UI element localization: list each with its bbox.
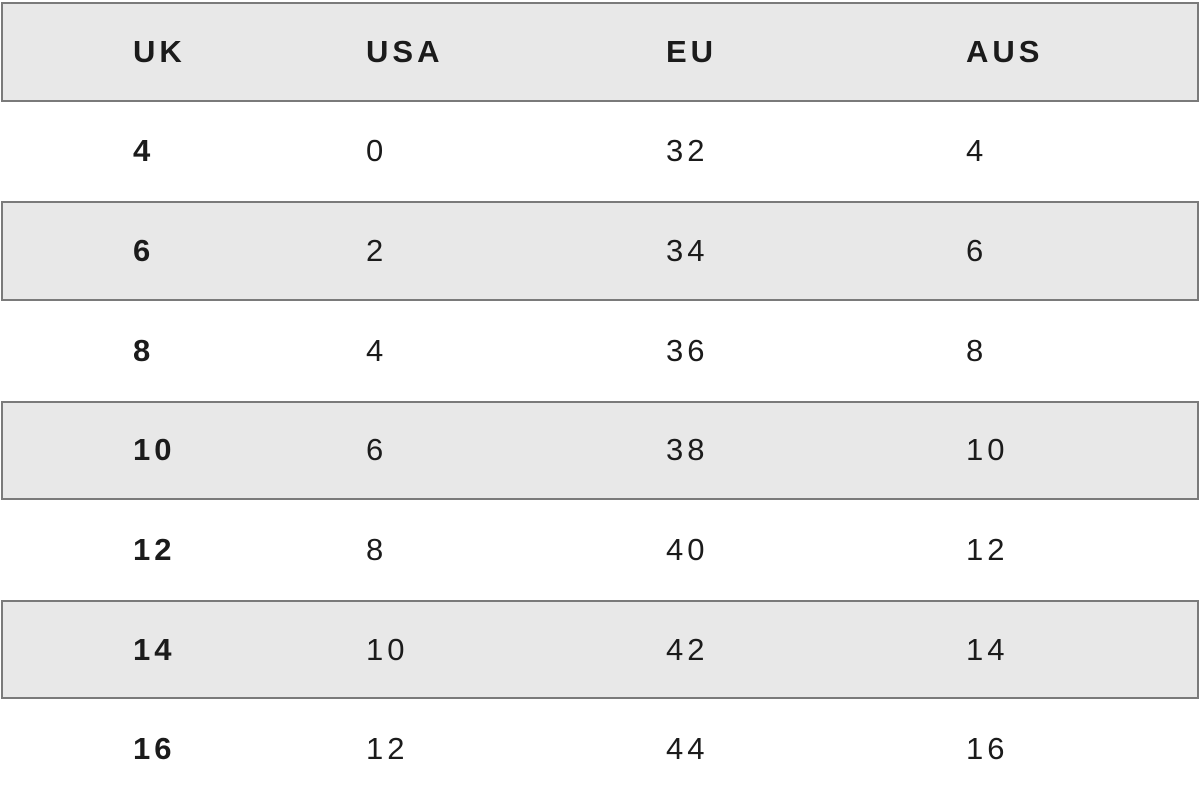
- table-row: 14 10 42 14: [1, 599, 1199, 700]
- row-header-cell: 16: [133, 731, 176, 767]
- column-header-usa: USA: [366, 33, 444, 69]
- table-row: 16 12 44 16: [1, 699, 1199, 799]
- data-cell: 4: [366, 332, 388, 368]
- data-cell: 44: [666, 731, 709, 767]
- data-cell: 8: [966, 332, 988, 368]
- table-row: 8 4 36 8: [1, 301, 1199, 401]
- data-cell: 34: [666, 233, 709, 269]
- row-header-cell: 14: [133, 631, 176, 667]
- row-header-cell: 12: [133, 531, 176, 567]
- data-cell: 8: [366, 531, 388, 567]
- data-cell: 40: [666, 531, 709, 567]
- data-cell: 4: [966, 133, 988, 169]
- table-row: 4 0 32 4: [1, 102, 1199, 202]
- data-cell: 16: [966, 731, 1009, 767]
- row-header-cell: 6: [133, 233, 155, 269]
- data-cell: 10: [966, 432, 1009, 468]
- data-cell: 36: [666, 332, 709, 368]
- data-cell: 42: [666, 631, 709, 667]
- table-row: 10 6 38 10: [1, 400, 1199, 501]
- data-cell: 6: [966, 233, 988, 269]
- data-cell: 14: [966, 631, 1009, 667]
- data-cell: 10: [366, 631, 409, 667]
- data-cell: 2: [366, 233, 388, 269]
- data-cell: 38: [666, 432, 709, 468]
- data-cell: 0: [366, 133, 388, 169]
- column-header-uk: UK: [133, 33, 186, 69]
- column-header-eu: EU: [666, 33, 718, 69]
- data-cell: 6: [366, 432, 388, 468]
- column-header-aus: AUS: [966, 33, 1044, 69]
- row-header-cell: 8: [133, 332, 155, 368]
- row-header-cell: 10: [133, 432, 176, 468]
- data-cell: 12: [366, 731, 409, 767]
- data-cell: 32: [666, 133, 709, 169]
- table-header-row: UK USA EU AUS: [1, 2, 1199, 102]
- row-header-cell: 4: [133, 133, 155, 169]
- table-row: 12 8 40 12: [1, 500, 1199, 600]
- data-cell: 12: [966, 531, 1009, 567]
- table-row: 6 2 34 6: [1, 201, 1199, 301]
